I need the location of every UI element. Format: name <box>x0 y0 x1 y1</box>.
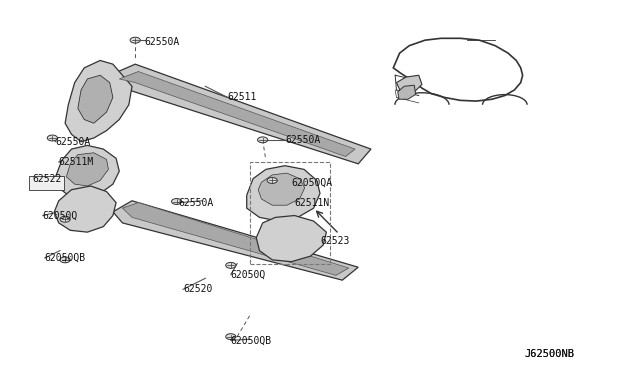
Text: 62511N: 62511N <box>294 198 330 208</box>
FancyBboxPatch shape <box>29 176 64 190</box>
Circle shape <box>60 257 70 263</box>
Text: 62550A: 62550A <box>285 135 320 145</box>
Text: 62550A: 62550A <box>179 198 214 208</box>
Circle shape <box>130 37 140 43</box>
Text: 62050QB: 62050QB <box>45 253 86 263</box>
Polygon shape <box>246 166 320 221</box>
Polygon shape <box>256 215 326 262</box>
Circle shape <box>172 199 182 205</box>
Polygon shape <box>67 153 108 186</box>
Polygon shape <box>78 75 113 123</box>
Polygon shape <box>54 186 116 232</box>
Text: 62520: 62520 <box>183 284 212 294</box>
Circle shape <box>47 135 58 141</box>
Text: J62500NB: J62500NB <box>524 349 574 359</box>
Text: 62050QB: 62050QB <box>231 336 272 346</box>
Polygon shape <box>396 75 422 94</box>
Circle shape <box>267 177 277 183</box>
Text: 62523: 62523 <box>320 236 349 246</box>
Polygon shape <box>109 64 371 164</box>
Text: 62511: 62511 <box>228 92 257 102</box>
Polygon shape <box>122 203 349 275</box>
Text: 62550A: 62550A <box>56 137 91 147</box>
Polygon shape <box>258 173 305 205</box>
Text: 62511M: 62511M <box>59 157 94 167</box>
Text: J62500NB: J62500NB <box>524 349 574 359</box>
Polygon shape <box>113 201 358 280</box>
Polygon shape <box>65 61 132 142</box>
Text: 62050Q: 62050Q <box>43 211 78 221</box>
Circle shape <box>226 262 236 268</box>
Circle shape <box>257 137 268 143</box>
Polygon shape <box>119 71 355 157</box>
Circle shape <box>60 216 70 222</box>
Circle shape <box>226 334 236 340</box>
Polygon shape <box>397 85 415 99</box>
Text: 62550A: 62550A <box>145 37 180 47</box>
Polygon shape <box>56 145 119 197</box>
Text: 62050QA: 62050QA <box>291 177 332 187</box>
Text: 62522: 62522 <box>32 174 61 184</box>
Text: 62050Q: 62050Q <box>231 270 266 280</box>
